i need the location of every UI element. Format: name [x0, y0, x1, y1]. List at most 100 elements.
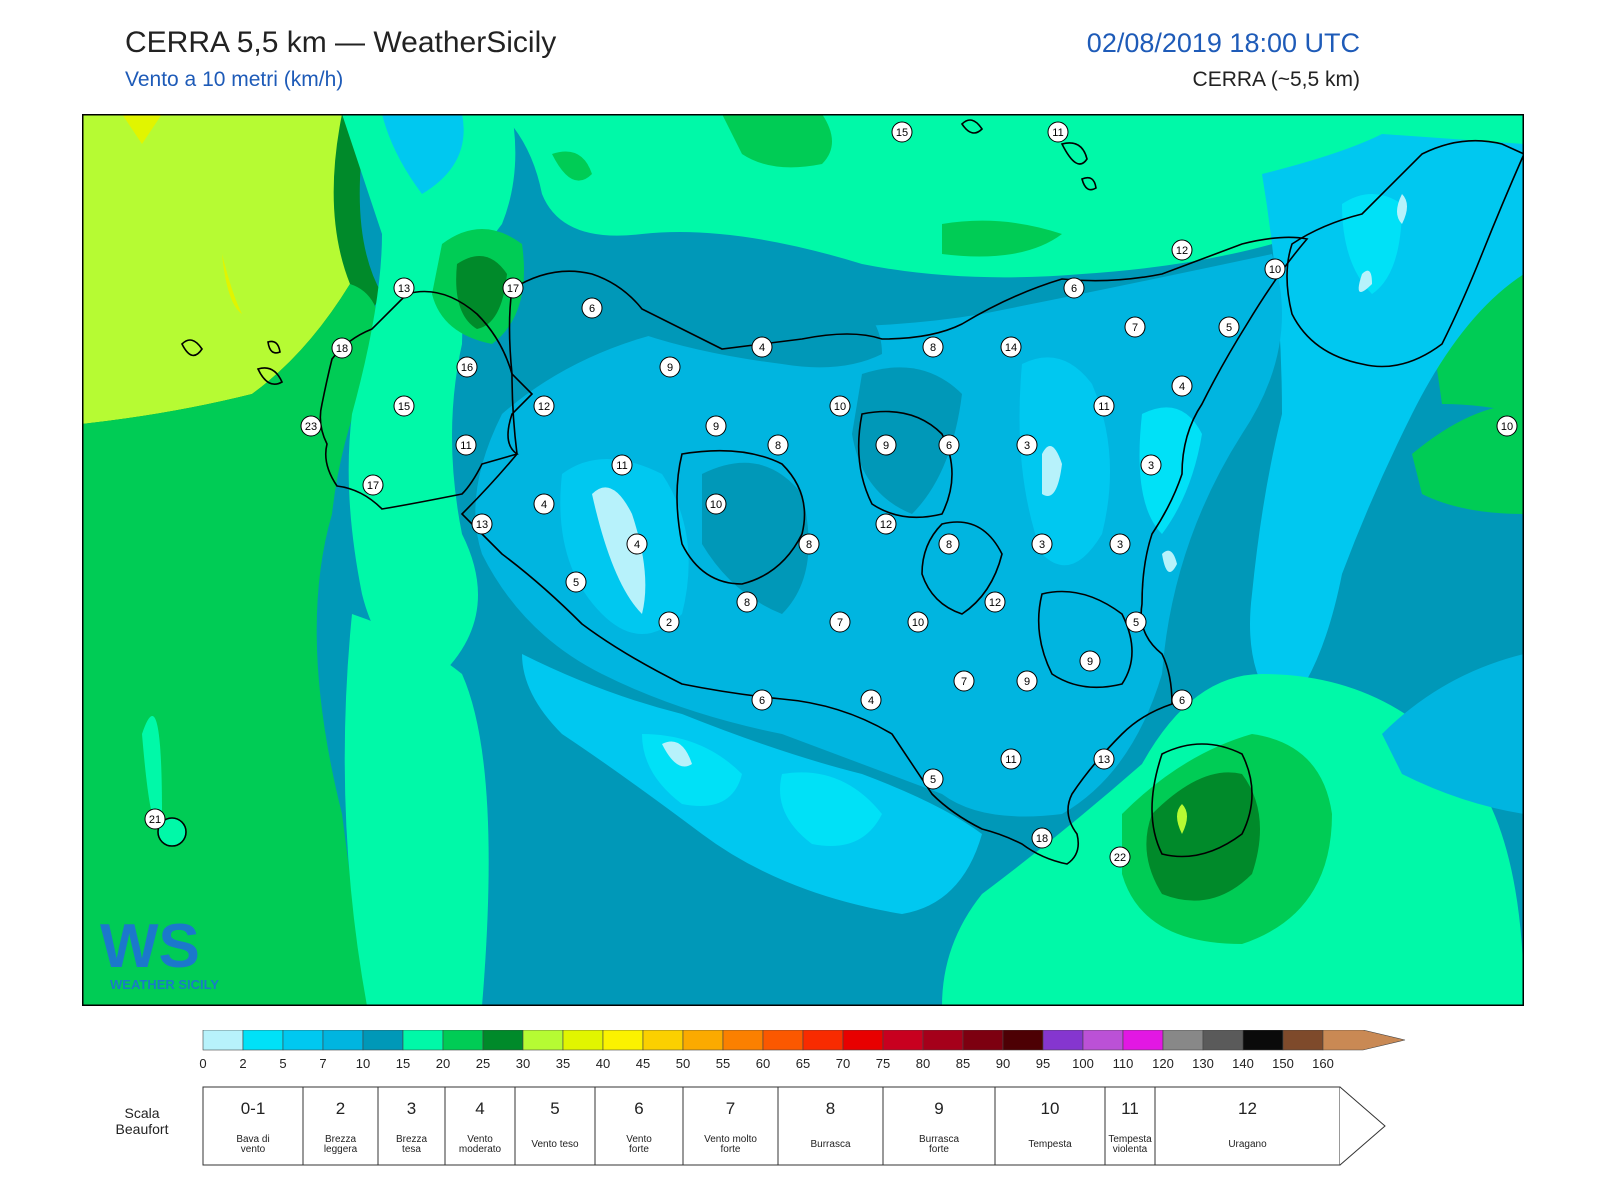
colorbar-tick: 45 — [636, 1056, 650, 1071]
colorbar-tick: 2 — [239, 1056, 246, 1071]
beaufort-description: moderato — [459, 1144, 502, 1155]
station-circle — [1016, 434, 1038, 456]
station-value: 17 — [367, 480, 379, 492]
beaufort-number: 2 — [336, 1099, 345, 1118]
station-value: 9 — [1087, 656, 1093, 668]
colorbar-swatch — [602, 1030, 644, 1051]
colorbar-tick: 55 — [716, 1056, 730, 1071]
beaufort-arrow — [1339, 1086, 1386, 1166]
station-value: 6 — [1179, 695, 1185, 707]
station-marker: 9 — [1016, 670, 1038, 692]
station-circle — [860, 689, 882, 711]
beaufort-box — [444, 1086, 516, 1166]
station-marker: 8 — [922, 336, 944, 358]
station-marker: 9 — [659, 356, 681, 378]
station-marker: 13 — [471, 513, 493, 535]
station-circle — [922, 768, 944, 790]
station-marker: 5 — [565, 571, 587, 593]
wind-field — [82, 114, 1524, 1006]
beaufort-description: Burrasca — [810, 1139, 850, 1150]
station-value: 18 — [1036, 833, 1048, 845]
beaufort-description: leggera — [324, 1144, 358, 1155]
beaufort-description: Bava di — [236, 1134, 269, 1145]
station-value: 4 — [541, 499, 547, 511]
colorbar-swatch — [322, 1030, 364, 1051]
station-value: 6 — [589, 303, 595, 315]
model-label: CERRA (~5,5 km) — [1192, 68, 1360, 91]
station-marker: 10 — [907, 611, 929, 633]
beaufort-title-line2: Beaufort — [116, 1121, 169, 1137]
wind-speed-colorbar — [202, 1030, 1406, 1051]
beaufort-description: Vento molto — [704, 1134, 757, 1145]
station-value: 5 — [1226, 322, 1232, 334]
station-circle — [1047, 121, 1069, 143]
station-circle — [144, 808, 166, 830]
station-value: 4 — [868, 695, 874, 707]
beaufort-cell: 8 Burrasca — [777, 1086, 884, 1166]
station-value: 5 — [1133, 617, 1139, 629]
beaufort-description: Burrasca — [919, 1134, 959, 1145]
station-value: 5 — [930, 774, 936, 786]
station-value: 15 — [398, 401, 410, 413]
station-circle — [1031, 827, 1053, 849]
station-marker: 11 — [1093, 395, 1115, 417]
station-value: 9 — [713, 421, 719, 433]
station-circle — [875, 434, 897, 456]
station-value: 4 — [634, 539, 640, 551]
station-value: 3 — [1148, 460, 1154, 472]
station-marker: 7 — [1124, 316, 1146, 338]
station-circle — [875, 513, 897, 535]
station-circle — [533, 395, 555, 417]
station-value: 7 — [837, 617, 843, 629]
station-circle — [1063, 277, 1085, 299]
station-circle — [922, 336, 944, 358]
colorbar-swatch — [722, 1030, 764, 1051]
colorbar-tick: 40 — [596, 1056, 610, 1071]
colorbar-tick: 50 — [676, 1056, 690, 1071]
station-marker: 4 — [751, 336, 773, 358]
station-circle — [751, 689, 773, 711]
colorbar-swatch — [482, 1030, 524, 1051]
colorbar-swatch — [562, 1030, 604, 1051]
station-marker: 17 — [502, 277, 524, 299]
station-value: 12 — [1176, 245, 1188, 257]
colorbar-swatch — [1122, 1030, 1164, 1051]
beaufort-number: 5 — [550, 1099, 559, 1118]
colorbar-tick: 80 — [916, 1056, 930, 1071]
station-marker: 12 — [533, 395, 555, 417]
station-value: 7 — [1132, 322, 1138, 334]
colorbar-tick: 25 — [476, 1056, 490, 1071]
station-circle — [1124, 316, 1146, 338]
station-circle — [1109, 533, 1131, 555]
station-value: 8 — [806, 539, 812, 551]
station-circle — [1171, 689, 1193, 711]
coastlines — [157, 119, 1524, 865]
station-value: 8 — [775, 440, 781, 452]
colorbar-tick: 140 — [1232, 1056, 1254, 1071]
station-circle — [705, 493, 727, 515]
beaufort-number: 7 — [726, 1099, 735, 1118]
beaufort-box — [302, 1086, 379, 1166]
colorbar-swatch — [282, 1030, 324, 1051]
station-circle — [455, 434, 477, 456]
station-circle — [393, 395, 415, 417]
station-value: 11 — [460, 440, 471, 452]
colorbar-swatch — [1282, 1030, 1324, 1051]
station-value: 16 — [461, 362, 473, 374]
station-value: 8 — [946, 539, 952, 551]
colorbar-tick: 130 — [1192, 1056, 1214, 1071]
station-marker: 23 — [300, 415, 322, 437]
station-marker: 15 — [393, 395, 415, 417]
station-value: 10 — [1501, 421, 1513, 433]
beaufort-description: vento — [241, 1144, 266, 1155]
station-circle — [984, 591, 1006, 613]
station-circle — [1093, 395, 1115, 417]
station-marker: 22 — [1109, 846, 1131, 868]
station-circle — [705, 415, 727, 437]
colorbar-tick: 15 — [396, 1056, 410, 1071]
station-value: 21 — [149, 814, 161, 826]
